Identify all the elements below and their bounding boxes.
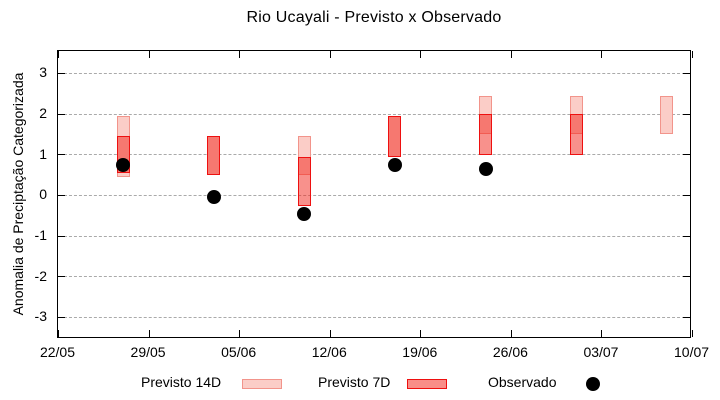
bar-previsto-7d (569, 114, 583, 155)
x-tickmark-bottom (601, 330, 603, 337)
y-gridline (59, 72, 690, 74)
bar-previsto-14d (660, 95, 674, 135)
y-tickmark-left (58, 276, 65, 278)
y-tickmark-left (58, 235, 65, 237)
x-tickmark-bottom (148, 330, 150, 337)
y-gridline (59, 154, 690, 156)
x-tick-label: 19/06 (402, 344, 438, 360)
y-tick-label: 1 (39, 145, 47, 162)
y-tickmark-right (683, 276, 690, 278)
y-tickmark-left (58, 154, 65, 156)
x-tickmark-bottom (329, 330, 331, 337)
observed-dot (478, 161, 493, 176)
legend-label-previsto-14d: Previsto 14D (141, 374, 222, 390)
y-tickmark-right (683, 72, 690, 74)
bar-previsto-7d (479, 114, 493, 155)
x-tick-label: 10/07 (674, 344, 710, 360)
x-tick-label: 29/05 (130, 344, 166, 360)
y-gridline (59, 194, 690, 196)
bar-previsto-7d (297, 156, 311, 206)
y-tickmark-right (683, 194, 690, 196)
y-tickmark-right (683, 113, 690, 115)
x-tick-label: 22/05 (39, 344, 76, 360)
y-tickmark-right (683, 316, 690, 318)
y-tick-label: 0 (39, 186, 47, 203)
y-tick-label: -2 (34, 267, 47, 284)
x-tickmark-top (58, 51, 59, 58)
y-tickmark-right (683, 235, 690, 237)
y-gridline (59, 316, 690, 318)
bar-previsto-7d (207, 136, 221, 176)
y-tick-label: -1 (34, 227, 47, 244)
observed-dot (116, 157, 131, 172)
x-tick-label: 26/06 (492, 344, 528, 360)
chart-title: Rio Ucayali - Previsto x Observado (246, 9, 502, 26)
observed-dot (206, 190, 221, 205)
y-tickmark-left (58, 113, 65, 115)
x-tickmark-top (239, 51, 241, 58)
y-tick-label: 2 (39, 105, 47, 122)
x-tick-label: 03/07 (583, 344, 619, 360)
legend-label-observado: Observado (488, 374, 557, 390)
x-tickmark-bottom (58, 330, 59, 337)
y-gridline (59, 113, 690, 115)
x-tickmark-top (329, 51, 331, 58)
y-tickmark-left (58, 316, 65, 318)
x-tickmark-bottom (510, 330, 512, 337)
y-gridline (59, 235, 690, 237)
x-tickmark-top (510, 51, 512, 58)
legend-swatch-previsto-14d-icon (242, 379, 282, 389)
x-tickmark-bottom (692, 330, 694, 337)
plot-area (57, 50, 694, 338)
x-tick-label: 12/06 (311, 344, 347, 360)
observed-dot (387, 157, 402, 172)
legend-label-previsto-7d: Previsto 7D (318, 374, 391, 390)
y-tickmark-right (683, 154, 690, 156)
y-tick-label: -3 (34, 308, 47, 325)
x-tickmark-bottom (420, 330, 422, 337)
x-tick-label: 05/06 (221, 344, 257, 360)
y-gridline (59, 276, 690, 278)
x-tickmark-top (420, 51, 422, 58)
x-tickmark-top (148, 51, 150, 58)
y-tickmark-left (58, 194, 65, 196)
y-tick-label: 3 (39, 64, 47, 81)
x-tickmark-bottom (239, 330, 241, 337)
y-tickmark-left (58, 72, 65, 74)
x-tickmark-top (692, 51, 694, 58)
legend-observado-dot-icon (586, 377, 600, 391)
x-tickmark-top (601, 51, 603, 58)
legend-swatch-previsto-7d-icon (407, 379, 447, 389)
observed-dot (297, 206, 312, 221)
bar-previsto-7d (388, 116, 402, 157)
